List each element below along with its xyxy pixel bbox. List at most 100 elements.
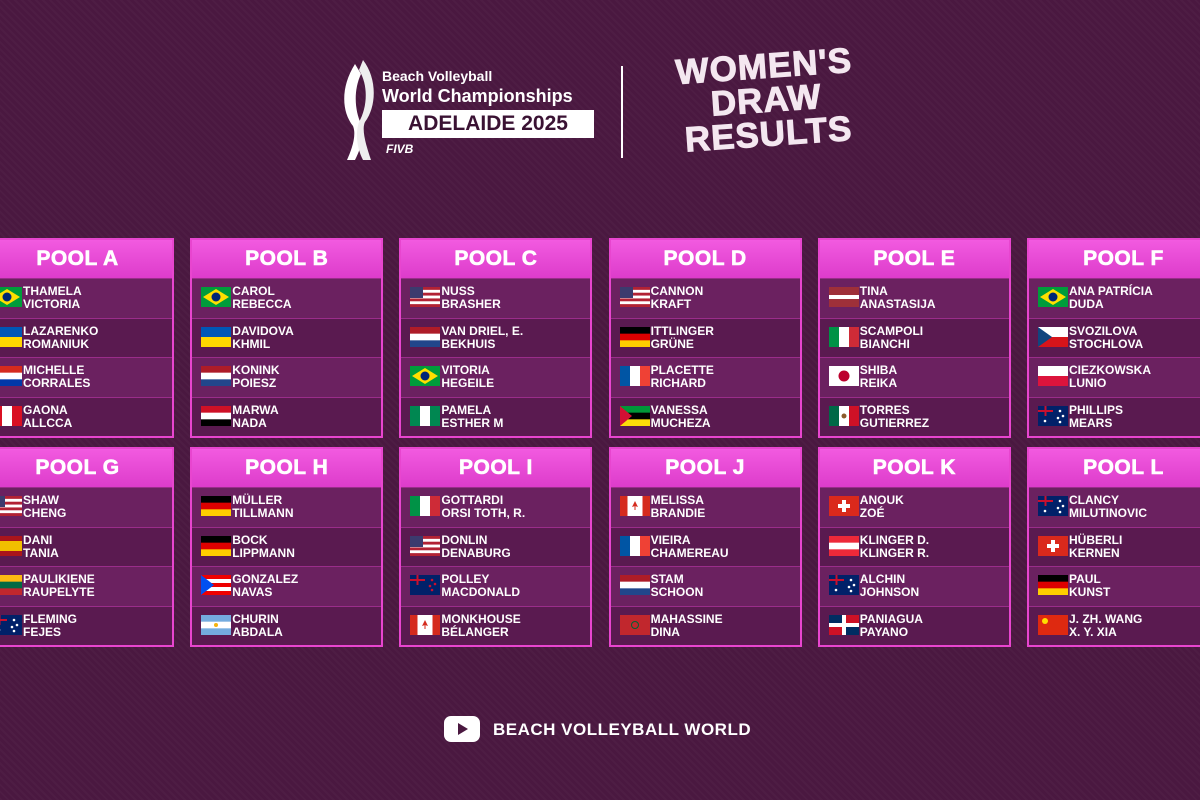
player-name: MAHASSINE [650, 611, 723, 626]
team-names: PAULIKIENE RAUPELYTE [23, 573, 95, 599]
player-name: SVOZILOVA [1069, 323, 1138, 338]
team-row: POLLEY MACDONALD [401, 566, 591, 606]
player-name: RAUPELYTE [23, 585, 95, 599]
player-name: GUTIERREZ [859, 415, 930, 430]
player-name: HÜBERLI [1069, 532, 1123, 547]
flag [619, 575, 650, 595]
player-name: THAMELA [23, 284, 82, 298]
player-name: KRAFT [650, 297, 692, 311]
team-row: MARWA NADA [192, 396, 382, 436]
pool-name: POOL L [1029, 449, 1200, 487]
pool-name: POOL C [401, 240, 591, 278]
team-names: GAONA ALLCCA [23, 402, 72, 430]
flag [828, 496, 859, 516]
team-names: MARWA NADA [232, 402, 279, 430]
team-names: PHILLIPS MEARS [1069, 403, 1123, 430]
flag [828, 287, 859, 307]
flag [1038, 287, 1068, 307]
player-name: MELISSA [650, 493, 704, 507]
event-line-2: World Championships [382, 86, 573, 106]
player-name: ABDALA [232, 624, 283, 639]
team-row: CLANCY MILUTINOVIC [1029, 487, 1200, 527]
flag [410, 496, 441, 516]
team-row: STAM SCHOON [610, 566, 800, 606]
flag [410, 326, 441, 347]
team-names: ANA PATRÍCIA DUDA [1069, 285, 1153, 311]
team-names: CIEZKOWSKA LUNIO [1069, 364, 1151, 390]
flag [201, 405, 232, 426]
team-names: CAROL REBECCA [232, 285, 291, 311]
player-name: NADA [232, 415, 267, 430]
event-logo-mark [344, 60, 374, 160]
team-row: DONLIN DENABURG [401, 526, 591, 566]
flag [1038, 326, 1068, 347]
team-names: CHURIN ABDALA [232, 612, 283, 639]
player-name: DAVIDOVA [232, 323, 294, 338]
player-name: ANASTASIJA [859, 297, 936, 311]
flag [201, 535, 232, 556]
player-name: MILUTINOVIC [1069, 506, 1147, 520]
player-name: TILLMANN [232, 506, 294, 520]
player-name: VITORIA [441, 363, 490, 377]
player-name: PAYANO [859, 624, 909, 639]
player-name: LUNIO [1069, 376, 1107, 390]
team-names: MELISSA BRANDIE [651, 494, 706, 520]
player-name: KUNST [1069, 585, 1111, 599]
player-name: TANIA [23, 545, 59, 560]
flag [0, 287, 22, 307]
pool-card: POOL C NUSS BRASHER VAN DRIEL, E. BEKHUIS VIT… [399, 238, 593, 438]
team-names: DANI TANIA [23, 533, 59, 560]
player-name: GOTTARDI [441, 493, 504, 507]
player-name: KLINGER R. [859, 545, 930, 560]
player-name: JOHNSON [859, 585, 920, 599]
team-row: VIEIRA CHAMEREAU [610, 526, 800, 566]
flag [619, 287, 650, 307]
team-row: HÜBERLI KERNEN [1029, 526, 1200, 566]
flag [828, 535, 859, 556]
flag [201, 575, 232, 595]
pool-card: POOL I GOTTARDI ORSI TOTH, R. DONLIN DENABUR… [399, 447, 593, 647]
player-name: MACDONALD [441, 585, 521, 599]
flag [201, 614, 232, 635]
flag [828, 614, 859, 635]
team-names: HÜBERLI KERNEN [1069, 532, 1123, 560]
player-name: CAROL [232, 284, 275, 298]
team-row: VAN DRIEL, E. BEKHUIS [401, 317, 591, 357]
team-row: CHURIN ABDALA [192, 605, 382, 645]
team-row: MELISSA BRANDIE [610, 487, 800, 527]
flag [0, 496, 22, 516]
team-row: DANI TANIA [0, 526, 172, 566]
pool-card: POOL F ANA PATRÍCIA DUDA SVOZILOVA STOCHLOVA… [1027, 238, 1200, 438]
team-row: ANOUK ZOÉ [819, 487, 1009, 527]
player-name: SHIBA [859, 363, 898, 377]
team-row: ITTLINGER GRÜNE [610, 317, 800, 357]
player-name: BÉLANGER [441, 624, 509, 639]
pool-card: POOL H MÜLLER TILLMANN BOCK LIPPMANN GONZALEZ… [190, 447, 384, 647]
team-names: ALCHIN JOHNSON [860, 573, 919, 599]
team-names: BOCK LIPPMANN [232, 533, 295, 560]
player-name: TORRES [859, 402, 910, 417]
flag [1038, 366, 1068, 386]
player-name: TINA [859, 284, 888, 298]
team-names: KONINK POIESZ [232, 364, 279, 390]
team-row: ANA PATRÍCIA DUDA [1029, 278, 1200, 318]
pool-name: POOL G [0, 449, 172, 487]
player-name: GONZALEZ [232, 572, 299, 586]
flag [410, 614, 441, 635]
player-name: VANESSA [650, 402, 708, 417]
team-names: FLEMING FEJES [23, 612, 77, 639]
team-names: VIEIRA CHAMEREAU [651, 533, 729, 560]
team-names: THAMELA VICTORIA [23, 285, 82, 311]
team-row: FLEMING FEJES [0, 605, 172, 645]
player-name: KLINGER D. [859, 532, 930, 547]
team-names: VANESSA MUCHEZA [650, 402, 711, 430]
player-name: GAONA [23, 402, 68, 417]
team-row: GOTTARDI ORSI TOTH, R. [401, 487, 591, 527]
player-name: MARWA [232, 402, 279, 417]
team-names: NUSS BRASHER [441, 285, 500, 311]
pool-name: POOL A [0, 240, 172, 278]
team-row: GONZALEZ NAVAS [192, 566, 382, 606]
flag [828, 326, 859, 347]
pool-card: POOL G SHAW CHENG DANI TANIA PAULIKIENE RAUPEL… [0, 447, 174, 647]
